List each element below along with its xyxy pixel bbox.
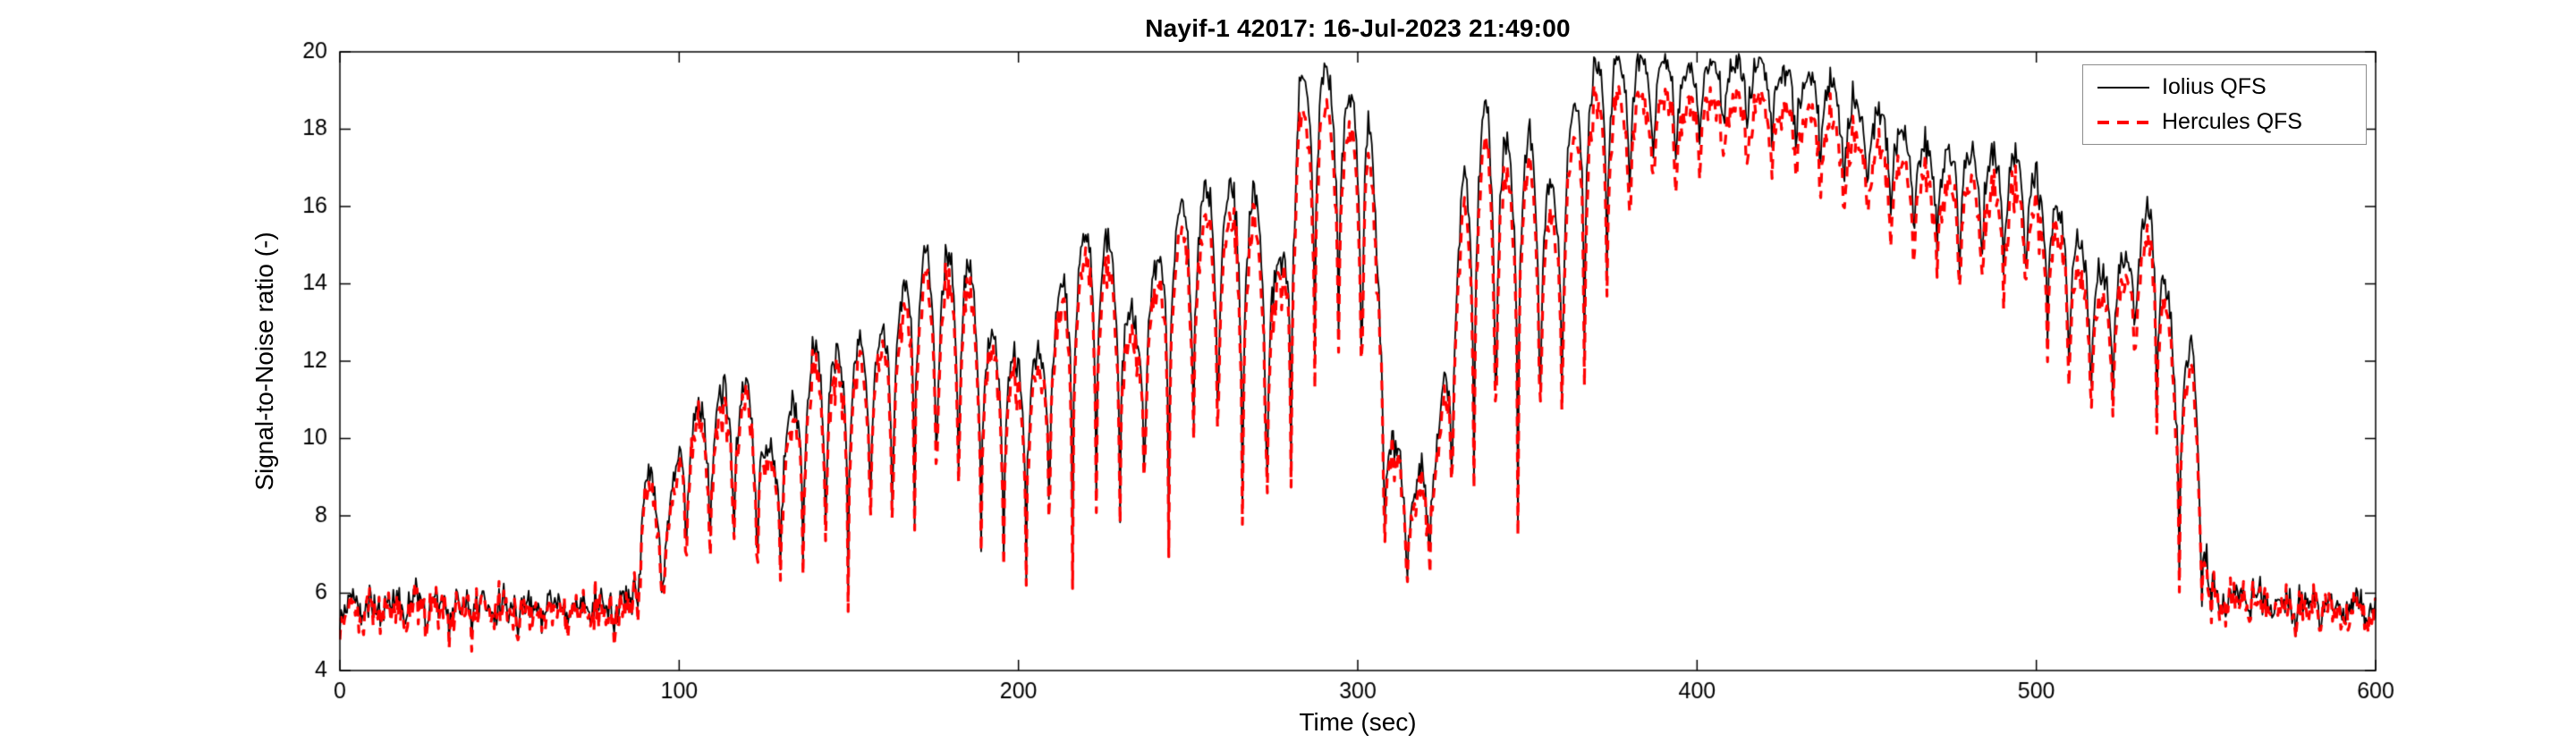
legend-item-iolius: Iolius QFS bbox=[2097, 76, 2350, 98]
legend-label-hercules: Hercules QFS bbox=[2162, 109, 2302, 134]
legend-item-hercules: Hercules QFS bbox=[2097, 111, 2350, 133]
legend: Iolius QFS Hercules QFS bbox=[2082, 64, 2367, 145]
iolius-line-swatch bbox=[2097, 86, 2149, 89]
plot-title: Nayif-1 42017: 16-Jul-2023 21:49:00 bbox=[1145, 14, 1571, 42]
x-axis-label: Time (sec) bbox=[1299, 708, 1417, 736]
legend-label-iolius: Iolius QFS bbox=[2162, 74, 2267, 99]
hercules-line-swatch bbox=[2097, 120, 2149, 124]
